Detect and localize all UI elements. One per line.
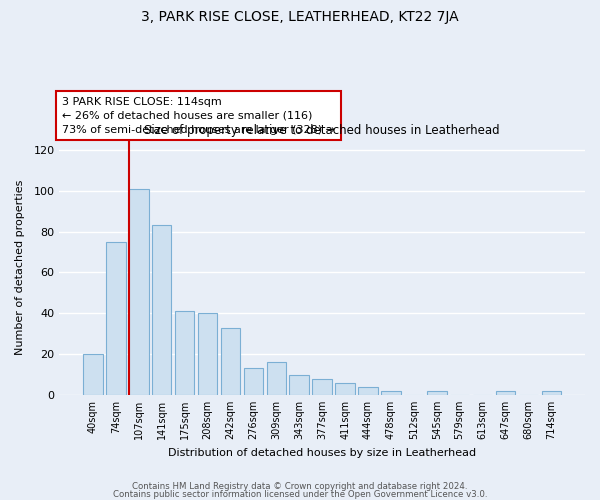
Text: 3 PARK RISE CLOSE: 114sqm
← 26% of detached houses are smaller (116)
73% of semi: 3 PARK RISE CLOSE: 114sqm ← 26% of detac… [62, 96, 335, 134]
Bar [198, 314, 217, 395]
Text: 3, PARK RISE CLOSE, LEATHERHEAD, KT22 7JA: 3, PARK RISE CLOSE, LEATHERHEAD, KT22 7J… [141, 10, 459, 24]
Text: Contains public sector information licensed under the Open Government Licence v3: Contains public sector information licen… [113, 490, 487, 499]
Bar [381, 391, 401, 395]
X-axis label: Distribution of detached houses by size in Leatherhead: Distribution of detached houses by size … [168, 448, 476, 458]
Bar [175, 311, 194, 395]
Bar [335, 382, 355, 395]
Bar [129, 188, 149, 395]
Bar [542, 391, 561, 395]
Bar [313, 378, 332, 395]
Title: Size of property relative to detached houses in Leatherhead: Size of property relative to detached ho… [145, 124, 500, 137]
Bar [106, 242, 125, 395]
Bar [266, 362, 286, 395]
Bar [358, 387, 378, 395]
Y-axis label: Number of detached properties: Number of detached properties [15, 180, 25, 355]
Bar [152, 226, 172, 395]
Bar [496, 391, 515, 395]
Text: Contains HM Land Registry data © Crown copyright and database right 2024.: Contains HM Land Registry data © Crown c… [132, 482, 468, 491]
Bar [83, 354, 103, 395]
Bar [244, 368, 263, 395]
Bar [427, 391, 446, 395]
Bar [221, 328, 240, 395]
Bar [289, 374, 309, 395]
